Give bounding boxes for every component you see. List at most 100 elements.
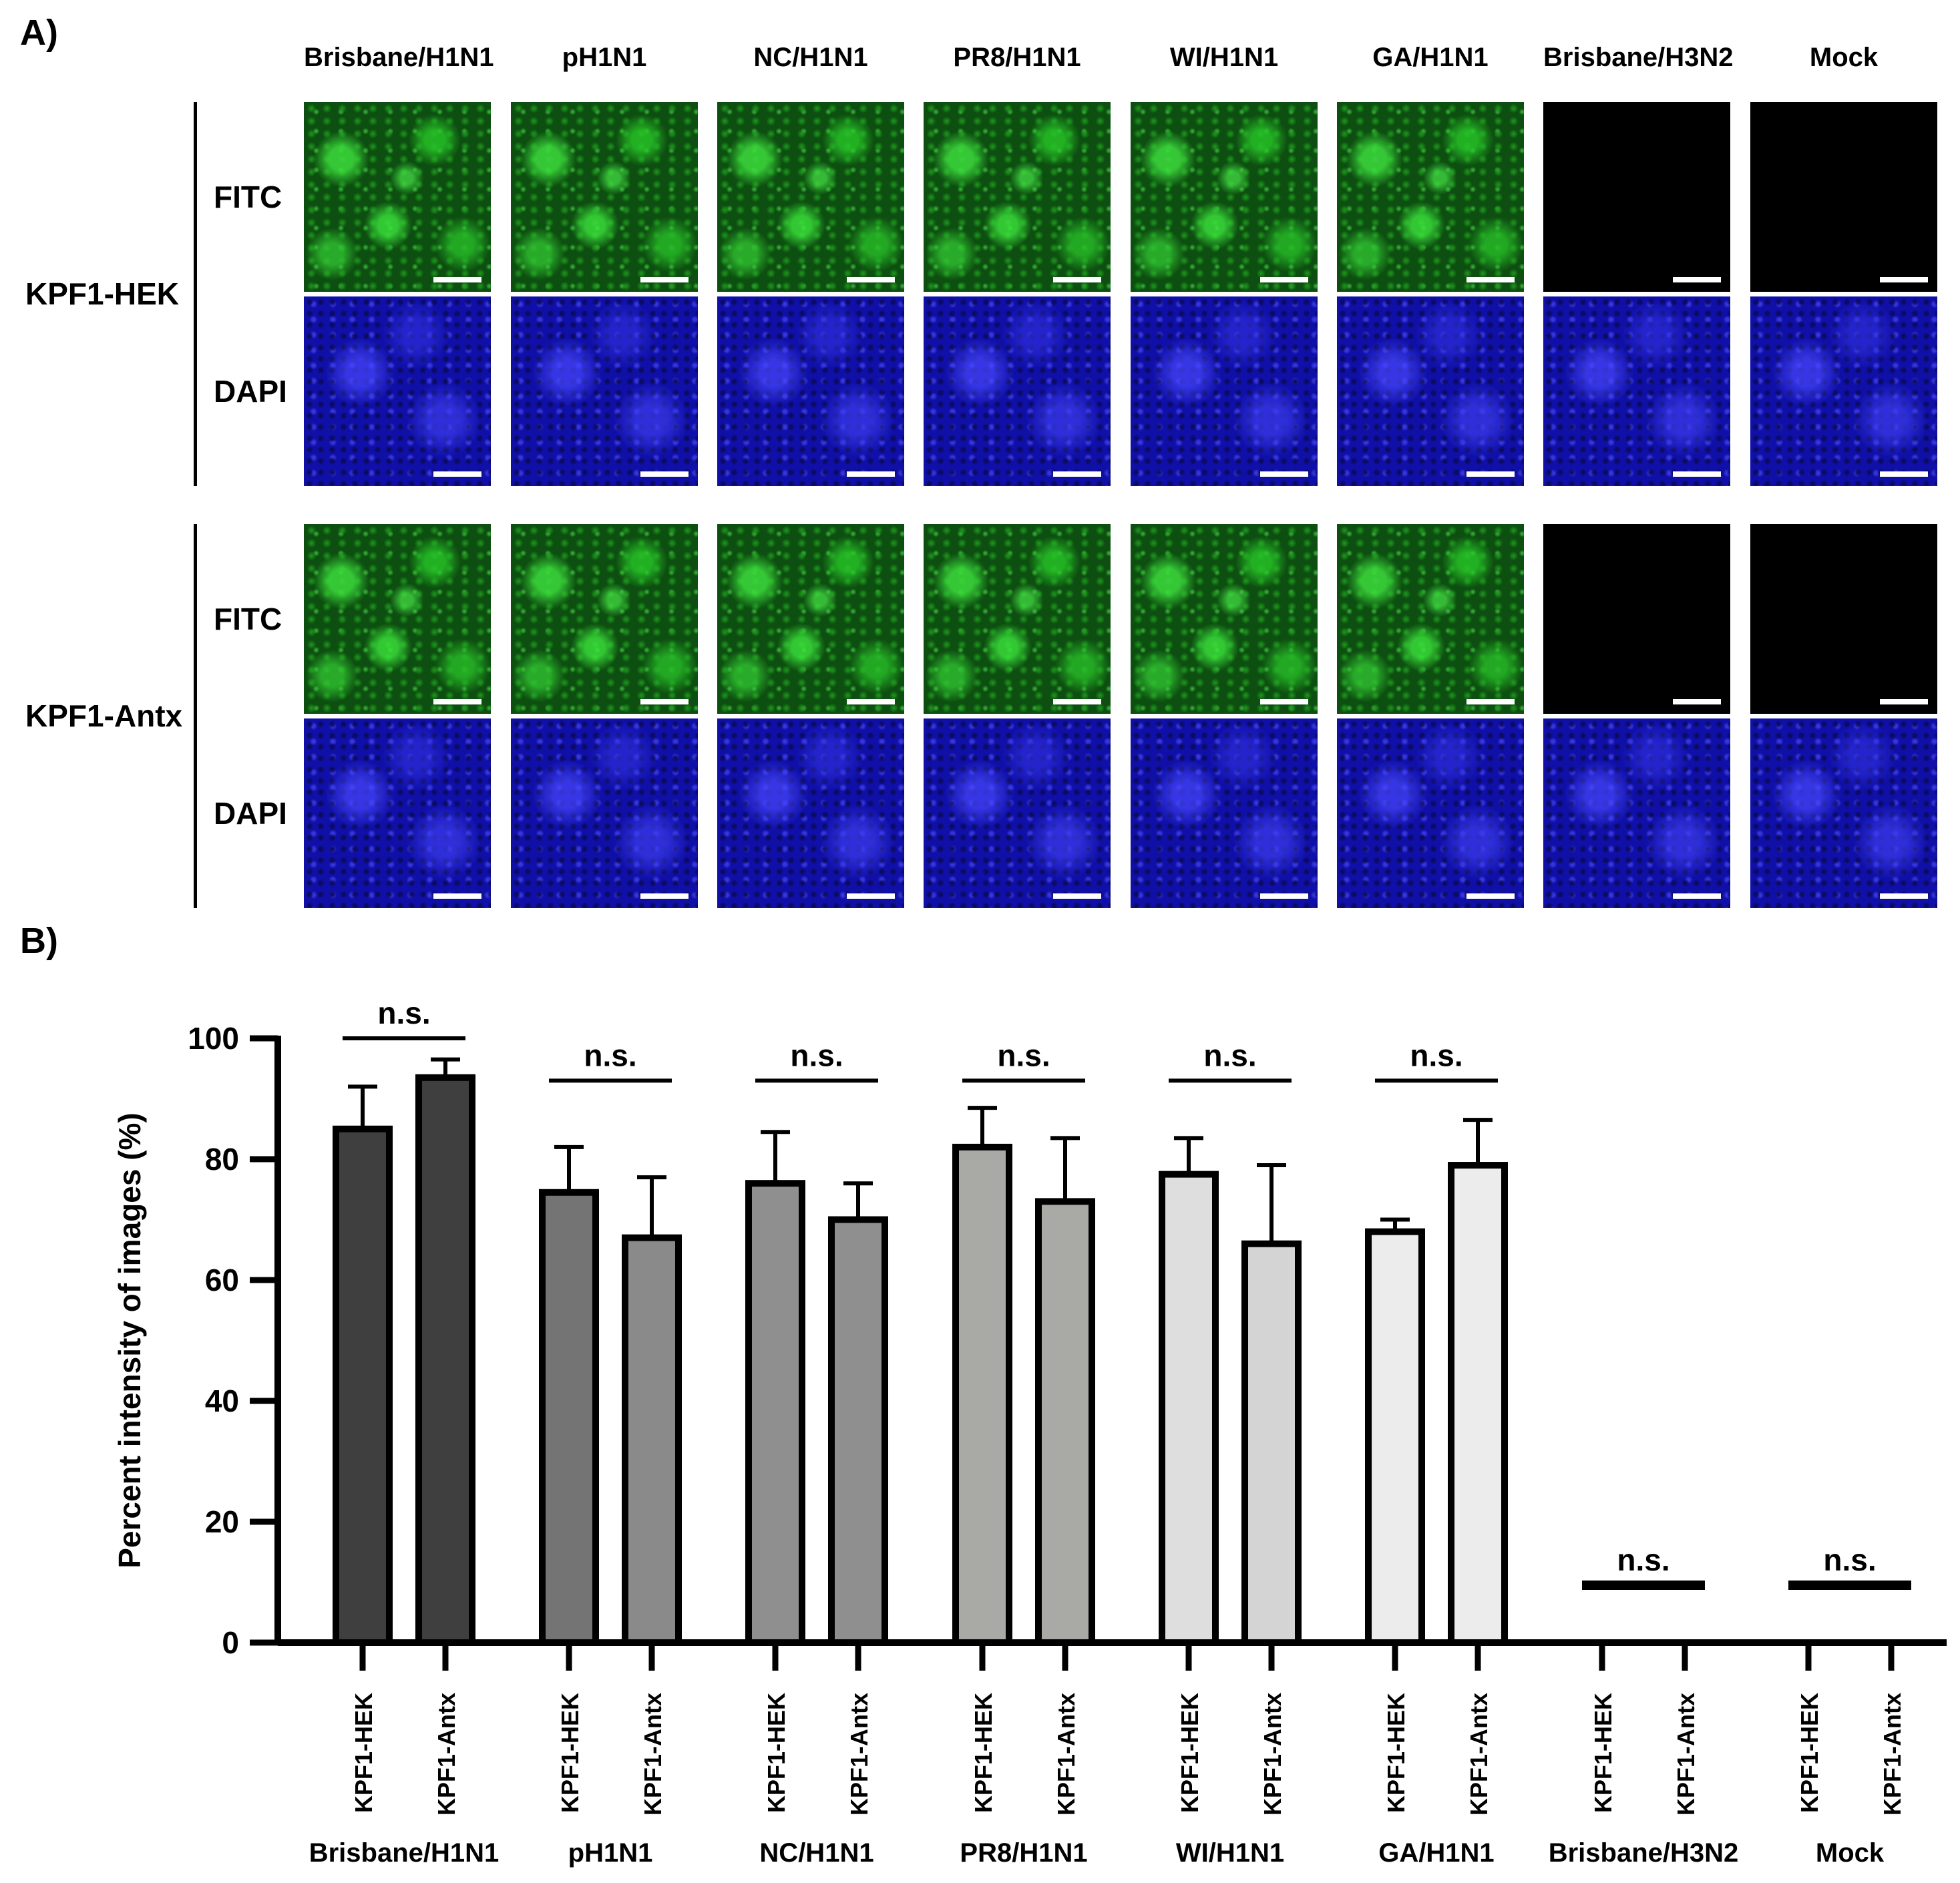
bar-label: KPF1-Antx [433, 1693, 460, 1816]
scale-bar [640, 471, 689, 477]
panel-a-label: A) [20, 13, 58, 53]
micrograph-tile [717, 524, 904, 714]
group-label: Mock [1816, 1838, 1885, 1868]
micrograph-tile [511, 718, 698, 908]
micrograph-tile [1337, 296, 1524, 486]
scale-bar [1673, 277, 1721, 282]
micrograph-tile [1750, 524, 1937, 714]
y-tick-label: 40 [205, 1384, 239, 1418]
scale-bar [1880, 471, 1928, 477]
bar [333, 1125, 393, 1646]
scale-bar [640, 699, 689, 704]
bar-label: KPF1-Antx [1672, 1693, 1700, 1816]
significance-label: n.s. [1410, 1038, 1462, 1072]
micrograph-tile [304, 718, 491, 908]
column-header: Brisbane/H3N2 [1543, 43, 1734, 72]
micrograph-tile [1337, 524, 1524, 714]
scale-bar [1053, 471, 1101, 477]
micrograph-tile [511, 296, 698, 486]
significance-label: n.s. [1617, 1542, 1670, 1577]
scale-bar [1466, 471, 1515, 477]
group-label: Brisbane/H1N1 [309, 1838, 500, 1868]
y-axis-label: Percent intensity of images (%) [112, 1112, 147, 1568]
micrograph-tile [1131, 718, 1318, 908]
micrograph-tile [924, 296, 1111, 486]
micrograph-tile [717, 102, 904, 292]
scale-bar [1466, 277, 1515, 282]
bar [1241, 1240, 1302, 1646]
group-label: KPF1-HEK [25, 276, 180, 311]
micrograph-tile [1543, 102, 1730, 292]
micrograph-tile [511, 524, 698, 714]
scale-bar [1880, 893, 1928, 899]
column-header: WI/H1N1 [1169, 43, 1279, 72]
bar-label: KPF1-HEK [970, 1693, 997, 1813]
bar-label: KPF1-HEK [1176, 1693, 1203, 1813]
column-header: GA/H1N1 [1372, 43, 1489, 72]
column-header: pH1N1 [562, 43, 647, 72]
channel-label: FITC [214, 602, 282, 636]
bar [745, 1180, 805, 1646]
bar-label: KPF1-Antx [1465, 1693, 1493, 1816]
group-label: Brisbane/H3N2 [1549, 1838, 1739, 1868]
bar [1365, 1228, 1425, 1647]
column-header: PR8/H1N1 [953, 43, 1081, 72]
scale-bar [433, 893, 481, 899]
bar [415, 1074, 475, 1646]
scale-bar [1260, 277, 1308, 282]
scale-bar [433, 277, 481, 282]
channel-label: DAPI [214, 374, 287, 409]
scale-bar [1260, 471, 1308, 477]
significance-label: n.s. [1203, 1038, 1256, 1072]
scale-bar [1466, 699, 1515, 704]
micrograph-tile [1337, 102, 1524, 292]
micrograph-tile [1750, 296, 1937, 486]
micrograph-tile [1131, 102, 1318, 292]
bar-label: KPF1-HEK [1382, 1693, 1410, 1813]
bar-label: KPF1-HEK [1796, 1693, 1823, 1813]
scale-bar [1673, 699, 1721, 704]
micrograph-tile [304, 524, 491, 714]
bar-label: KPF1-HEK [350, 1693, 377, 1813]
group-label: GA/H1N1 [1378, 1838, 1494, 1868]
bar [1448, 1162, 1508, 1646]
bar-label: KPF1-HEK [1589, 1693, 1617, 1813]
bar-label: KPF1-Antx [1879, 1693, 1906, 1816]
scale-bar [1053, 277, 1101, 282]
micrograph-tile [1543, 718, 1730, 908]
bar [952, 1143, 1012, 1646]
panel-b-label: B) [20, 921, 58, 961]
group-label: NC/H1N1 [759, 1838, 873, 1868]
bar-label: KPF1-Antx [845, 1693, 873, 1816]
group-label: WI/H1N1 [1176, 1838, 1284, 1868]
significance-label: n.s. [377, 996, 430, 1030]
y-tick-label: 0 [222, 1625, 239, 1660]
group-label: KPF1-Antx [25, 698, 183, 733]
scale-bar [847, 699, 895, 704]
bar-label: KPF1-HEK [556, 1693, 584, 1813]
micrograph-tile [924, 524, 1111, 714]
column-header: Mock [1809, 43, 1879, 72]
micrograph-tile [1543, 524, 1730, 714]
intensity-bar-chart: 0 20 40 60 80 100 Percent intensity of images … [112, 996, 1947, 1868]
group-label: PR8/H1N1 [960, 1838, 1087, 1868]
micrograph-tile [924, 718, 1111, 908]
bar [1159, 1171, 1219, 1646]
y-tick-label: 20 [205, 1504, 239, 1539]
micrograph-tile [1543, 296, 1730, 486]
bar-label: KPF1-HEK [763, 1693, 790, 1813]
scale-bar [433, 699, 481, 704]
scale-bar [640, 277, 689, 282]
scale-bar [1260, 893, 1308, 899]
micrograph-tile [717, 718, 904, 908]
significance-label: n.s. [790, 1038, 843, 1072]
scale-bar [1880, 699, 1928, 704]
scale-bar [1260, 699, 1308, 704]
micrograph-tile [1131, 296, 1318, 486]
y-tick-label: 80 [205, 1142, 239, 1177]
scale-bar [433, 471, 481, 477]
significance-label: n.s. [584, 1038, 636, 1072]
micrograph-tile [924, 102, 1111, 292]
micrograph-tile [1750, 718, 1937, 908]
column-header: Brisbane/H1N1 [304, 43, 494, 72]
